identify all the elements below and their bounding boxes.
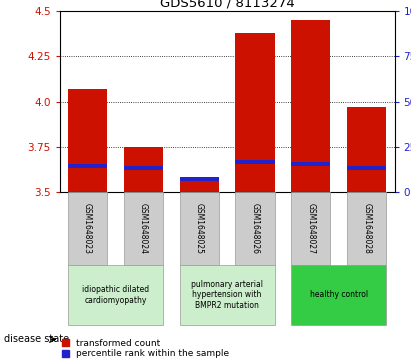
- Text: pulmonary arterial
hypertension with
BMPR2 mutation: pulmonary arterial hypertension with BMP…: [191, 280, 263, 310]
- Bar: [291, 162, 330, 166]
- Text: idiopathic dilated
cardiomyopathy: idiopathic dilated cardiomyopathy: [82, 285, 149, 305]
- Text: GSM1648024: GSM1648024: [139, 203, 148, 254]
- Bar: [180, 180, 219, 192]
- Text: GSM1648026: GSM1648026: [250, 203, 259, 254]
- Bar: [124, 192, 163, 265]
- Legend: transformed count, percentile rank within the sample: transformed count, percentile rank withi…: [62, 339, 230, 359]
- Text: healthy control: healthy control: [309, 290, 368, 299]
- Bar: [347, 107, 386, 192]
- Text: GSM1648025: GSM1648025: [195, 203, 204, 254]
- Bar: [236, 160, 275, 164]
- Bar: [291, 265, 386, 325]
- Bar: [68, 164, 107, 168]
- Bar: [291, 20, 330, 192]
- Bar: [236, 33, 275, 192]
- Text: GSM1648027: GSM1648027: [306, 203, 315, 254]
- Bar: [68, 89, 107, 192]
- Bar: [124, 166, 163, 170]
- Bar: [347, 166, 386, 170]
- Text: GSM1648028: GSM1648028: [362, 203, 371, 254]
- Bar: [236, 192, 275, 265]
- Bar: [180, 265, 275, 325]
- Bar: [68, 192, 107, 265]
- Bar: [180, 192, 219, 265]
- Title: GDS5610 / 8113274: GDS5610 / 8113274: [160, 0, 294, 10]
- Text: GSM1648023: GSM1648023: [83, 203, 92, 254]
- Text: disease state: disease state: [4, 334, 69, 344]
- Bar: [180, 177, 219, 181]
- Bar: [347, 192, 386, 265]
- Bar: [124, 147, 163, 192]
- Bar: [291, 192, 330, 265]
- Bar: [68, 265, 163, 325]
